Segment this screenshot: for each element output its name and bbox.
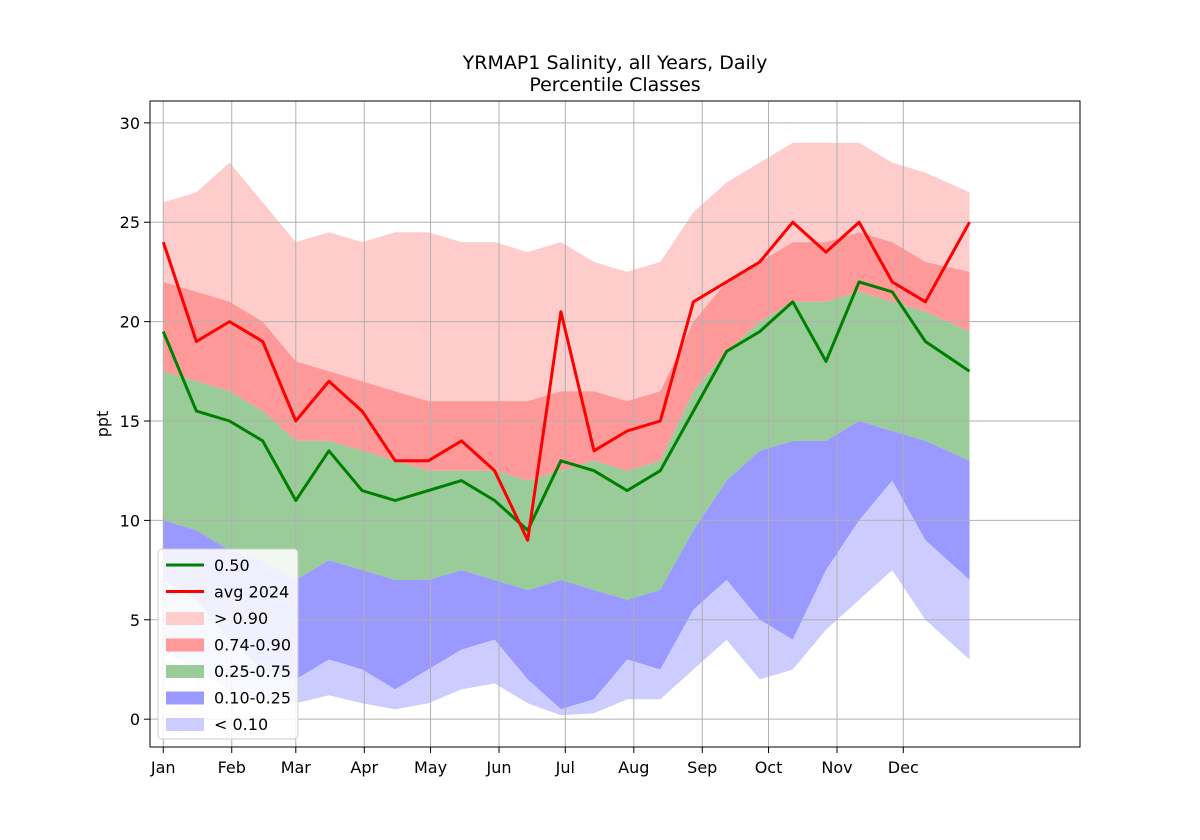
y-tick-label: 25: [120, 213, 140, 232]
percentile-bands: [163, 142, 970, 716]
x-tick-label: Nov: [821, 758, 852, 777]
legend-swatch: [166, 665, 204, 678]
series-line-0.50: [161, 280, 971, 532]
x-tick-label: Jul: [555, 758, 575, 777]
legend-swatch: [166, 718, 204, 731]
x-tick-label: Aug: [618, 758, 649, 777]
chart-subtitle: Percentile Classes: [529, 74, 700, 96]
y-tick-label: 5: [130, 611, 140, 630]
legend-swatch: [166, 612, 204, 625]
legend-label: 0.10-0.25: [214, 689, 291, 708]
legend-label: 0.25-0.75: [214, 662, 291, 681]
y-tick-label: 10: [120, 511, 140, 530]
legend-label: 0.50: [214, 556, 250, 575]
axis-ticks: Jan Feb Mar Apr May Jun Jul Aug Sep Oct Nov Dec 0 5 10…: [120, 114, 919, 777]
band-0.74-0.90: [163, 232, 970, 481]
x-tick-label: Sep: [687, 758, 717, 777]
band-< 0.10: [163, 480, 970, 716]
y-axis-label: ppt: [93, 411, 112, 438]
band-0.10-0.25: [163, 421, 970, 710]
plot-frame: [149, 100, 1081, 748]
chart-title: YRMAP1 Salinity, all Years, Daily: [462, 52, 768, 74]
x-tick-label: Apr: [350, 758, 378, 777]
x-tick-label: Dec: [888, 758, 919, 777]
band-> 0.90: [163, 142, 970, 402]
series-line-avg-2024: [161, 220, 971, 542]
y-tick-label: 0: [130, 710, 140, 729]
y-tick-label: 20: [120, 313, 140, 332]
legend-label: 0.74-0.90: [214, 636, 291, 655]
legend-swatch: [166, 691, 204, 705]
band-0.25-0.75: [163, 291, 970, 600]
legend-label: > 0.90: [214, 609, 268, 628]
y-tick-label: 30: [120, 114, 140, 133]
legend-swatch: [166, 638, 204, 652]
x-tick-label: Oct: [755, 758, 783, 777]
legend-label: < 0.10: [214, 715, 268, 734]
x-tick-label: Jun: [486, 758, 512, 777]
y-tick-label: 15: [120, 412, 140, 431]
x-tick-label: Feb: [218, 758, 246, 777]
x-tick-label: Mar: [281, 758, 312, 777]
legend: 0.50 avg 2024 > 0.90 0.74-0.90 0.25-0.75 0.10…: [157, 548, 299, 740]
series-lines: [161, 220, 971, 542]
x-tick-label: May: [414, 758, 447, 777]
x-tick-label: Jan: [150, 758, 176, 777]
legend-label: avg 2024: [214, 583, 289, 602]
